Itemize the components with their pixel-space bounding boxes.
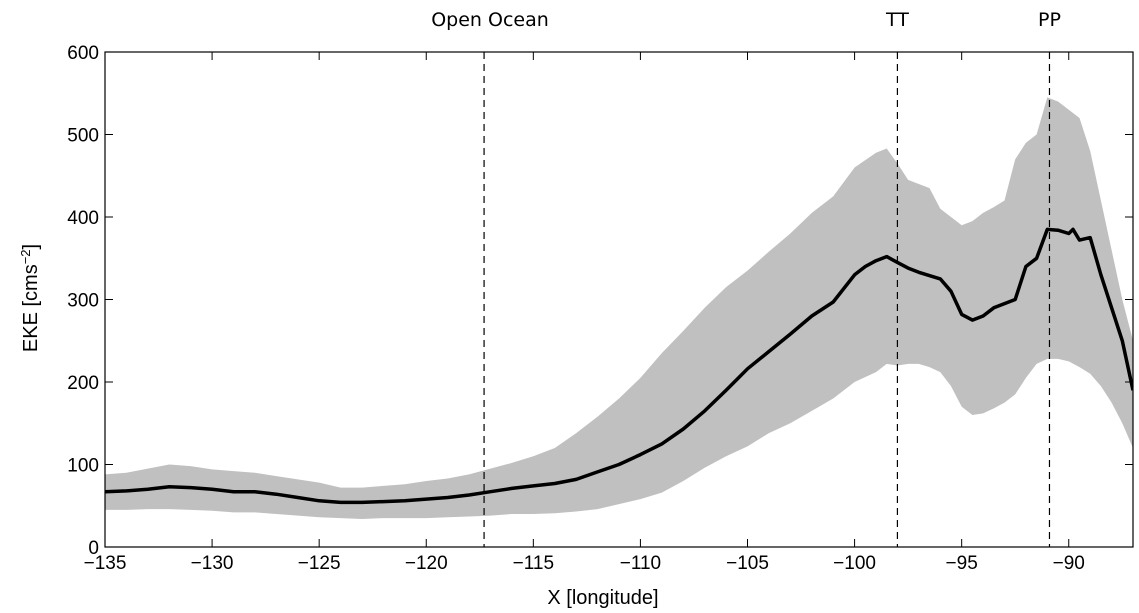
y-axis-label: EKE [cms−2] [18,244,43,352]
axis-ticks: −135 −130 −125 −120 −115 −110 −105 −100 −95 −90 0 1… [67,9,1133,574]
y-tick-label: 200 [67,373,99,394]
x-tick-label: −125 [298,553,341,574]
x-tick-label: −105 [726,553,769,574]
x-tick-label: −135 [84,553,127,574]
y-tick-label: 500 [67,126,99,147]
y-axis-label-tail: ] [20,244,42,250]
x-tick-label: −120 [405,553,448,574]
y-axis-label-main: EKE [cms [20,264,42,352]
x-axis-label: X [longitude] [547,587,658,609]
region-label-1: TT [885,9,909,31]
y-tick-label: 600 [67,43,99,64]
x-tick-label: −115 [513,553,554,574]
x-tick-label: −110 [620,553,661,574]
x-tick-label: −90 [1053,553,1085,574]
y-tick-label: 300 [67,291,99,312]
plot-area [104,51,1134,548]
y-tick-label: 100 [67,456,99,477]
plot-inner [105,52,1133,547]
y-tick-label: 0 [88,538,99,559]
region-label-2: PP [1038,9,1061,31]
mean-line [105,227,1133,505]
x-tick-label: −100 [833,553,876,574]
y-tick-label: 400 [67,208,99,229]
std-band [105,97,1133,520]
x-tick-label: −95 [946,553,978,574]
axis-labels: X [longitude] EKE [cms−2] [18,244,659,609]
y-axis-label-sup: −2 [18,249,33,264]
region-label-0: Open Ocean [431,9,549,31]
x-tick-label: −130 [191,553,234,574]
